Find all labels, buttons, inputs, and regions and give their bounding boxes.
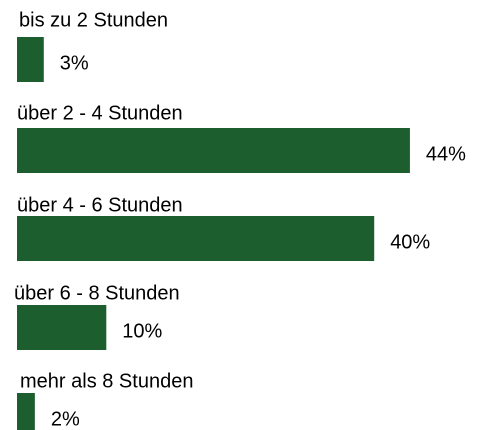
bar (17, 37, 44, 82)
category-label: über 6 - 8 Stunden (14, 282, 180, 304)
bar (17, 393, 35, 430)
category-label: über 2 - 4 Stunden (17, 102, 183, 124)
value-label: 3% (60, 52, 89, 74)
value-label: 10% (122, 320, 162, 342)
value-label: 40% (390, 231, 430, 253)
value-label: 2% (51, 408, 80, 430)
bar (17, 305, 107, 350)
category-label: mehr als 8 Stunden (20, 370, 193, 392)
category-label: über 4 - 6 Stunden (17, 194, 183, 216)
category-label: bis zu 2 Stunden (19, 9, 168, 31)
value-label: 44% (426, 143, 466, 165)
bar (17, 128, 410, 173)
bar (17, 216, 375, 261)
